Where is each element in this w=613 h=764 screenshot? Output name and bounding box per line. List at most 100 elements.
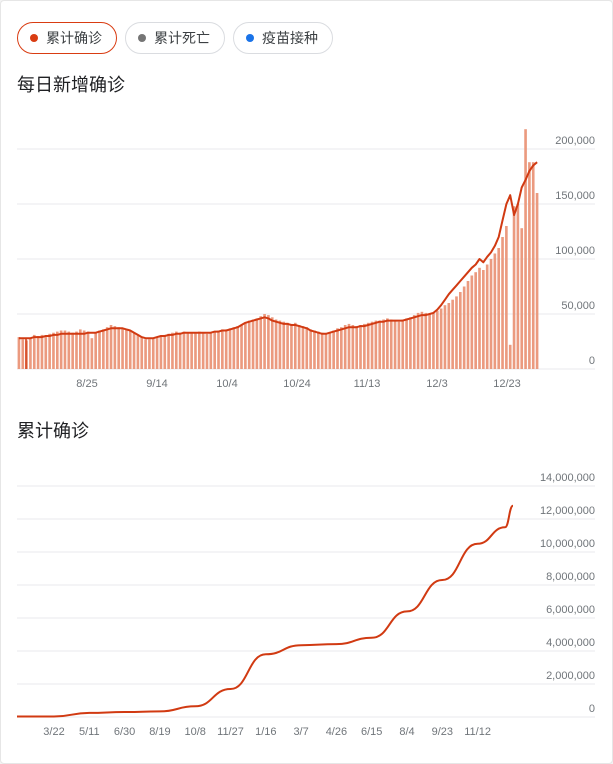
- bar: [259, 316, 263, 369]
- bar: [482, 270, 485, 369]
- bar: [228, 328, 232, 369]
- x-tick-label: 10/8: [184, 726, 205, 738]
- chip-deaths-dot: [138, 34, 146, 42]
- bar: [535, 193, 539, 369]
- bar: [389, 319, 393, 369]
- bar: [462, 286, 466, 369]
- bar: [274, 319, 278, 369]
- y-tick-label: 50,000: [561, 300, 595, 312]
- bar: [174, 331, 178, 369]
- bar: [458, 292, 462, 369]
- bar: [17, 337, 21, 369]
- bar: [313, 330, 316, 369]
- bar: [347, 323, 351, 369]
- bar: [194, 332, 197, 369]
- chip-confirmed[interactable]: 累计确诊: [17, 22, 117, 54]
- bar: [167, 333, 170, 369]
- chip-vaccinations[interactable]: 疫苗接种: [233, 22, 333, 54]
- bar: [209, 332, 213, 369]
- daily-cases-chart: 0 50,000 100,000 150,000 200,000 8/25 9/14 10/4…: [17, 129, 595, 390]
- bar: [508, 344, 512, 369]
- chip-vaccinations-dot: [246, 34, 254, 42]
- bar: [485, 264, 489, 369]
- bar: [163, 334, 167, 369]
- bar: [232, 327, 236, 369]
- bar: [159, 336, 163, 369]
- bar: [86, 331, 90, 369]
- bar: [489, 259, 493, 369]
- bar: [316, 331, 320, 369]
- x-tick-label: 8/19: [149, 726, 170, 738]
- bar: [82, 330, 86, 369]
- bar: [516, 204, 520, 369]
- bar: [343, 325, 347, 369]
- bar: [44, 337, 48, 369]
- bar: [393, 320, 397, 369]
- y-tick-label: 2,000,000: [546, 670, 595, 682]
- bar: [282, 321, 286, 369]
- cumulative-line: [17, 504, 514, 718]
- bar: [378, 320, 382, 369]
- bar: [366, 322, 370, 369]
- bar: [117, 327, 121, 369]
- bar: [267, 315, 270, 369]
- chip-deaths[interactable]: 累计死亡: [125, 22, 225, 54]
- y-tick-label: 12,000,000: [540, 505, 595, 517]
- bar: [474, 272, 477, 369]
- bar: [286, 322, 289, 369]
- bar: [528, 162, 531, 369]
- bar: [401, 319, 405, 369]
- bar: [305, 327, 309, 369]
- bar: [79, 329, 82, 369]
- bar: [432, 312, 435, 369]
- bar: [374, 320, 378, 369]
- y-tick-label: 10,000,000: [540, 538, 595, 550]
- bar: [36, 336, 40, 369]
- bar: [332, 330, 335, 369]
- bar: [428, 314, 431, 369]
- x-tick-label: 9/23: [432, 726, 453, 738]
- bar: [297, 325, 301, 369]
- bar: [98, 330, 101, 369]
- bar: [324, 333, 328, 369]
- bar: [251, 319, 255, 369]
- bar: [125, 329, 128, 369]
- bar: [439, 308, 443, 369]
- bar: [320, 332, 324, 369]
- bar: [447, 303, 451, 369]
- bar: [340, 327, 343, 369]
- bar: [290, 323, 293, 369]
- y-tick-label: 14,000,000: [540, 472, 595, 484]
- bar: [501, 237, 504, 369]
- bar: [435, 310, 439, 369]
- bar: [520, 228, 524, 369]
- x-tick-label: 4/26: [326, 726, 347, 738]
- bar: [505, 226, 508, 369]
- bar: [75, 331, 78, 369]
- daily-chart-title: 每日新增确诊: [17, 75, 125, 95]
- y-tick-label: 6,000,000: [546, 604, 595, 616]
- bar: [466, 281, 470, 369]
- x-tick-label: 8/25: [76, 378, 97, 390]
- y-tick-label: 4,000,000: [546, 637, 595, 649]
- chip-deaths-label: 累计死亡: [154, 30, 210, 46]
- bar: [451, 299, 454, 369]
- bar: [420, 311, 424, 369]
- bar: [497, 248, 501, 369]
- bar: [351, 325, 355, 369]
- bar: [21, 339, 25, 369]
- bar: [270, 317, 274, 369]
- x-tick-label: 12/3: [426, 378, 447, 390]
- x-tick-label: 10/24: [283, 378, 311, 390]
- bar: [240, 325, 243, 369]
- bar: [186, 332, 190, 369]
- bar: [140, 337, 144, 369]
- x-tick-label: 1/16: [255, 726, 276, 738]
- bar: [263, 314, 266, 369]
- bar: [132, 332, 136, 369]
- bar: [67, 331, 71, 369]
- bar: [328, 332, 332, 369]
- bar: [213, 331, 216, 369]
- bar: [52, 332, 55, 369]
- bar: [178, 332, 182, 369]
